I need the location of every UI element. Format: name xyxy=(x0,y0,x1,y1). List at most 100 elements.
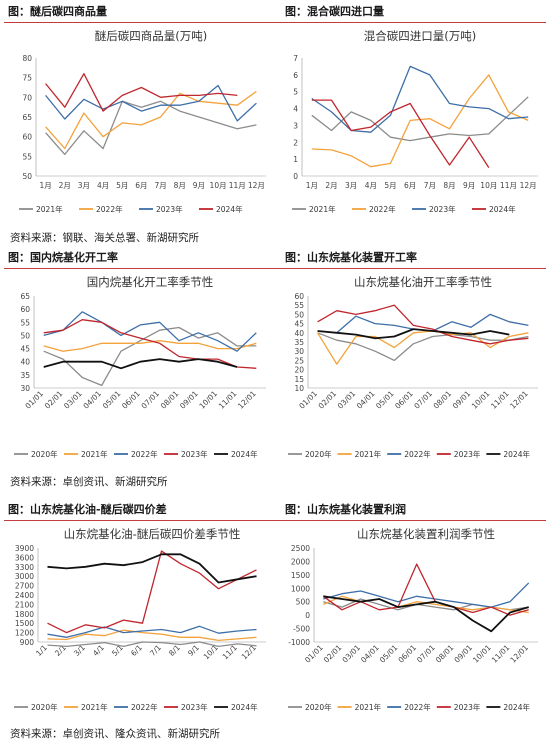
x-tick-label: 9/1 xyxy=(186,643,201,658)
y-tick-label: 1 xyxy=(293,155,298,164)
x-tick-label: 11月 xyxy=(229,181,246,190)
y-tick-label: 20 xyxy=(294,366,304,375)
y-tick-label: 65 xyxy=(22,113,32,122)
chart-domestic-alkylation-rate: 国内烷基化开工率季节性303540455055606501/0102/0103/… xyxy=(14,275,266,459)
y-tick-label: 1500 xyxy=(15,619,34,628)
legend-label: 2023年 xyxy=(454,449,481,459)
y-tick-label: 3000 xyxy=(15,572,34,581)
x-tick-label: 8/1 xyxy=(167,643,182,658)
x-tick-label: 5月 xyxy=(116,181,128,190)
series-line-2023年 xyxy=(45,84,257,122)
x-tick-label: 10/01 xyxy=(470,389,492,411)
x-tick-label: 09/01 xyxy=(178,389,200,411)
series-line-2023年 xyxy=(43,319,257,369)
legend-label: 2023年 xyxy=(181,702,208,712)
x-tick-label: 6月 xyxy=(404,181,416,190)
y-tick-label: 45 xyxy=(294,320,304,329)
x-tick-label: 03/01 xyxy=(340,643,362,665)
x-tick-label: 12月 xyxy=(248,181,265,190)
x-tick-label: 1月 xyxy=(306,181,318,190)
y-tick-label: 1000 xyxy=(291,584,310,593)
legend-label: 2020年 xyxy=(305,702,332,712)
y-tick-label: 30 xyxy=(20,384,30,393)
y-tick-label: 60 xyxy=(20,305,30,314)
legend-label: 2021年 xyxy=(309,204,336,214)
legend-label: 2023年 xyxy=(429,204,456,214)
x-tick-label: 08/01 xyxy=(159,389,181,411)
chart-ether-c4: 醚后碳四商品量(万吨) 50 55 60 65 70 75 80 1月 2月 3月 4月 5月 6月 7月 8… xyxy=(19,29,266,214)
x-tick-label: 06/01 xyxy=(396,643,418,665)
series-line-2022年 xyxy=(43,311,257,352)
series-line-2020年 xyxy=(47,641,257,648)
legend-label: 2020年 xyxy=(31,449,58,459)
series-line-2020年 xyxy=(43,326,257,387)
x-tick-label: 04/01 xyxy=(359,643,381,665)
x-tick-label: 4月 xyxy=(365,181,377,190)
chart-heading-mixed-c4-import: 图：混合碳四进口量 xyxy=(285,5,384,18)
chart-title: 国内烷基化开工率季节性 xyxy=(87,275,214,289)
y-tick-label: 7 xyxy=(293,54,298,63)
x-tick-label: 09/01 xyxy=(452,643,474,665)
y-tick-label: 25 xyxy=(294,356,304,365)
x-tick-label: 12/01 xyxy=(508,643,530,665)
y-tick-label: 35 xyxy=(20,371,30,380)
legend-label: 2020年 xyxy=(305,449,332,459)
x-tick-label: 06/01 xyxy=(120,389,142,411)
series-line-2022年 xyxy=(45,90,257,150)
chart-heading-profit: 图：山东烷基化装置利润 xyxy=(285,503,406,516)
y-tick-label: 0 xyxy=(293,172,298,181)
chart-heading-ether-c4: 图：醚后碳四商品量 xyxy=(8,5,107,18)
y-tick-label: 15 xyxy=(294,375,304,384)
x-tick-label: 12/01 xyxy=(236,389,258,411)
x-tick-label: 10月 xyxy=(480,181,497,190)
source-note: 资料来源：卓创资讯、新湖研究所 xyxy=(10,476,168,488)
y-tick-label: 55 xyxy=(294,301,304,310)
x-tick-label: 05/01 xyxy=(378,643,400,665)
y-tick-label: -1000 xyxy=(288,638,310,647)
series-line-2024年 xyxy=(45,73,238,112)
x-tick-label: 08/01 xyxy=(432,389,454,411)
x-tick-label: 05/01 xyxy=(101,389,123,411)
y-tick-label: 3600 xyxy=(15,553,34,562)
series-line-2022年 xyxy=(323,582,530,608)
x-tick-label: 7/1 xyxy=(148,643,163,658)
series-line-2020年 xyxy=(317,332,529,362)
x-tick-label: 9月 xyxy=(463,181,475,190)
y-tick-label: 60 xyxy=(294,292,304,301)
legend-label: 2022年 xyxy=(404,449,431,459)
y-tick-label: 5 xyxy=(293,88,298,97)
y-tick-label: 4 xyxy=(293,105,298,114)
chart-heading-domestic-rate: 图：国内烷基化开工率 xyxy=(8,251,118,264)
x-tick-label: 03/01 xyxy=(336,389,358,411)
y-tick-label: 3 xyxy=(293,121,298,130)
x-tick-label: 7月 xyxy=(424,181,436,190)
chart-title: 山东烷基化油开工率季节性 xyxy=(354,275,492,289)
series-line-2024年 xyxy=(311,99,490,168)
legend-label: 2024年 xyxy=(489,204,516,214)
x-tick-label: 10/01 xyxy=(197,389,219,411)
y-tick-label: 0 xyxy=(305,611,310,620)
y-tick-label: 45 xyxy=(20,345,30,354)
y-tick-label: 40 xyxy=(294,329,304,338)
series-line-2021年 xyxy=(47,629,257,642)
x-tick-label: 02/01 xyxy=(322,643,344,665)
legend-label: 2023年 xyxy=(156,204,183,214)
legend-label: 2021年 xyxy=(81,702,108,712)
x-tick-label: 1月 xyxy=(39,181,51,190)
x-tick-label: 02/01 xyxy=(317,389,339,411)
x-tick-label: 10月 xyxy=(210,181,227,190)
section-rule xyxy=(4,22,546,23)
y-tick-label: 65 xyxy=(20,292,30,301)
y-tick-label: 3900 xyxy=(15,544,34,553)
y-tick-label: 900 xyxy=(20,638,35,647)
legend-label: 2023年 xyxy=(181,449,208,459)
series-line-2024年 xyxy=(317,328,510,340)
x-tick-label: 05/01 xyxy=(374,389,396,411)
series-line-2021年 xyxy=(311,96,529,142)
x-tick-label: 4/1 xyxy=(91,643,106,658)
x-tick-label: 07/01 xyxy=(412,389,434,411)
legend-label: 2023年 xyxy=(454,702,481,712)
y-tick-label: 80 xyxy=(22,54,32,63)
y-tick-label: 10 xyxy=(294,384,304,393)
y-tick-label: 500 xyxy=(296,598,311,607)
